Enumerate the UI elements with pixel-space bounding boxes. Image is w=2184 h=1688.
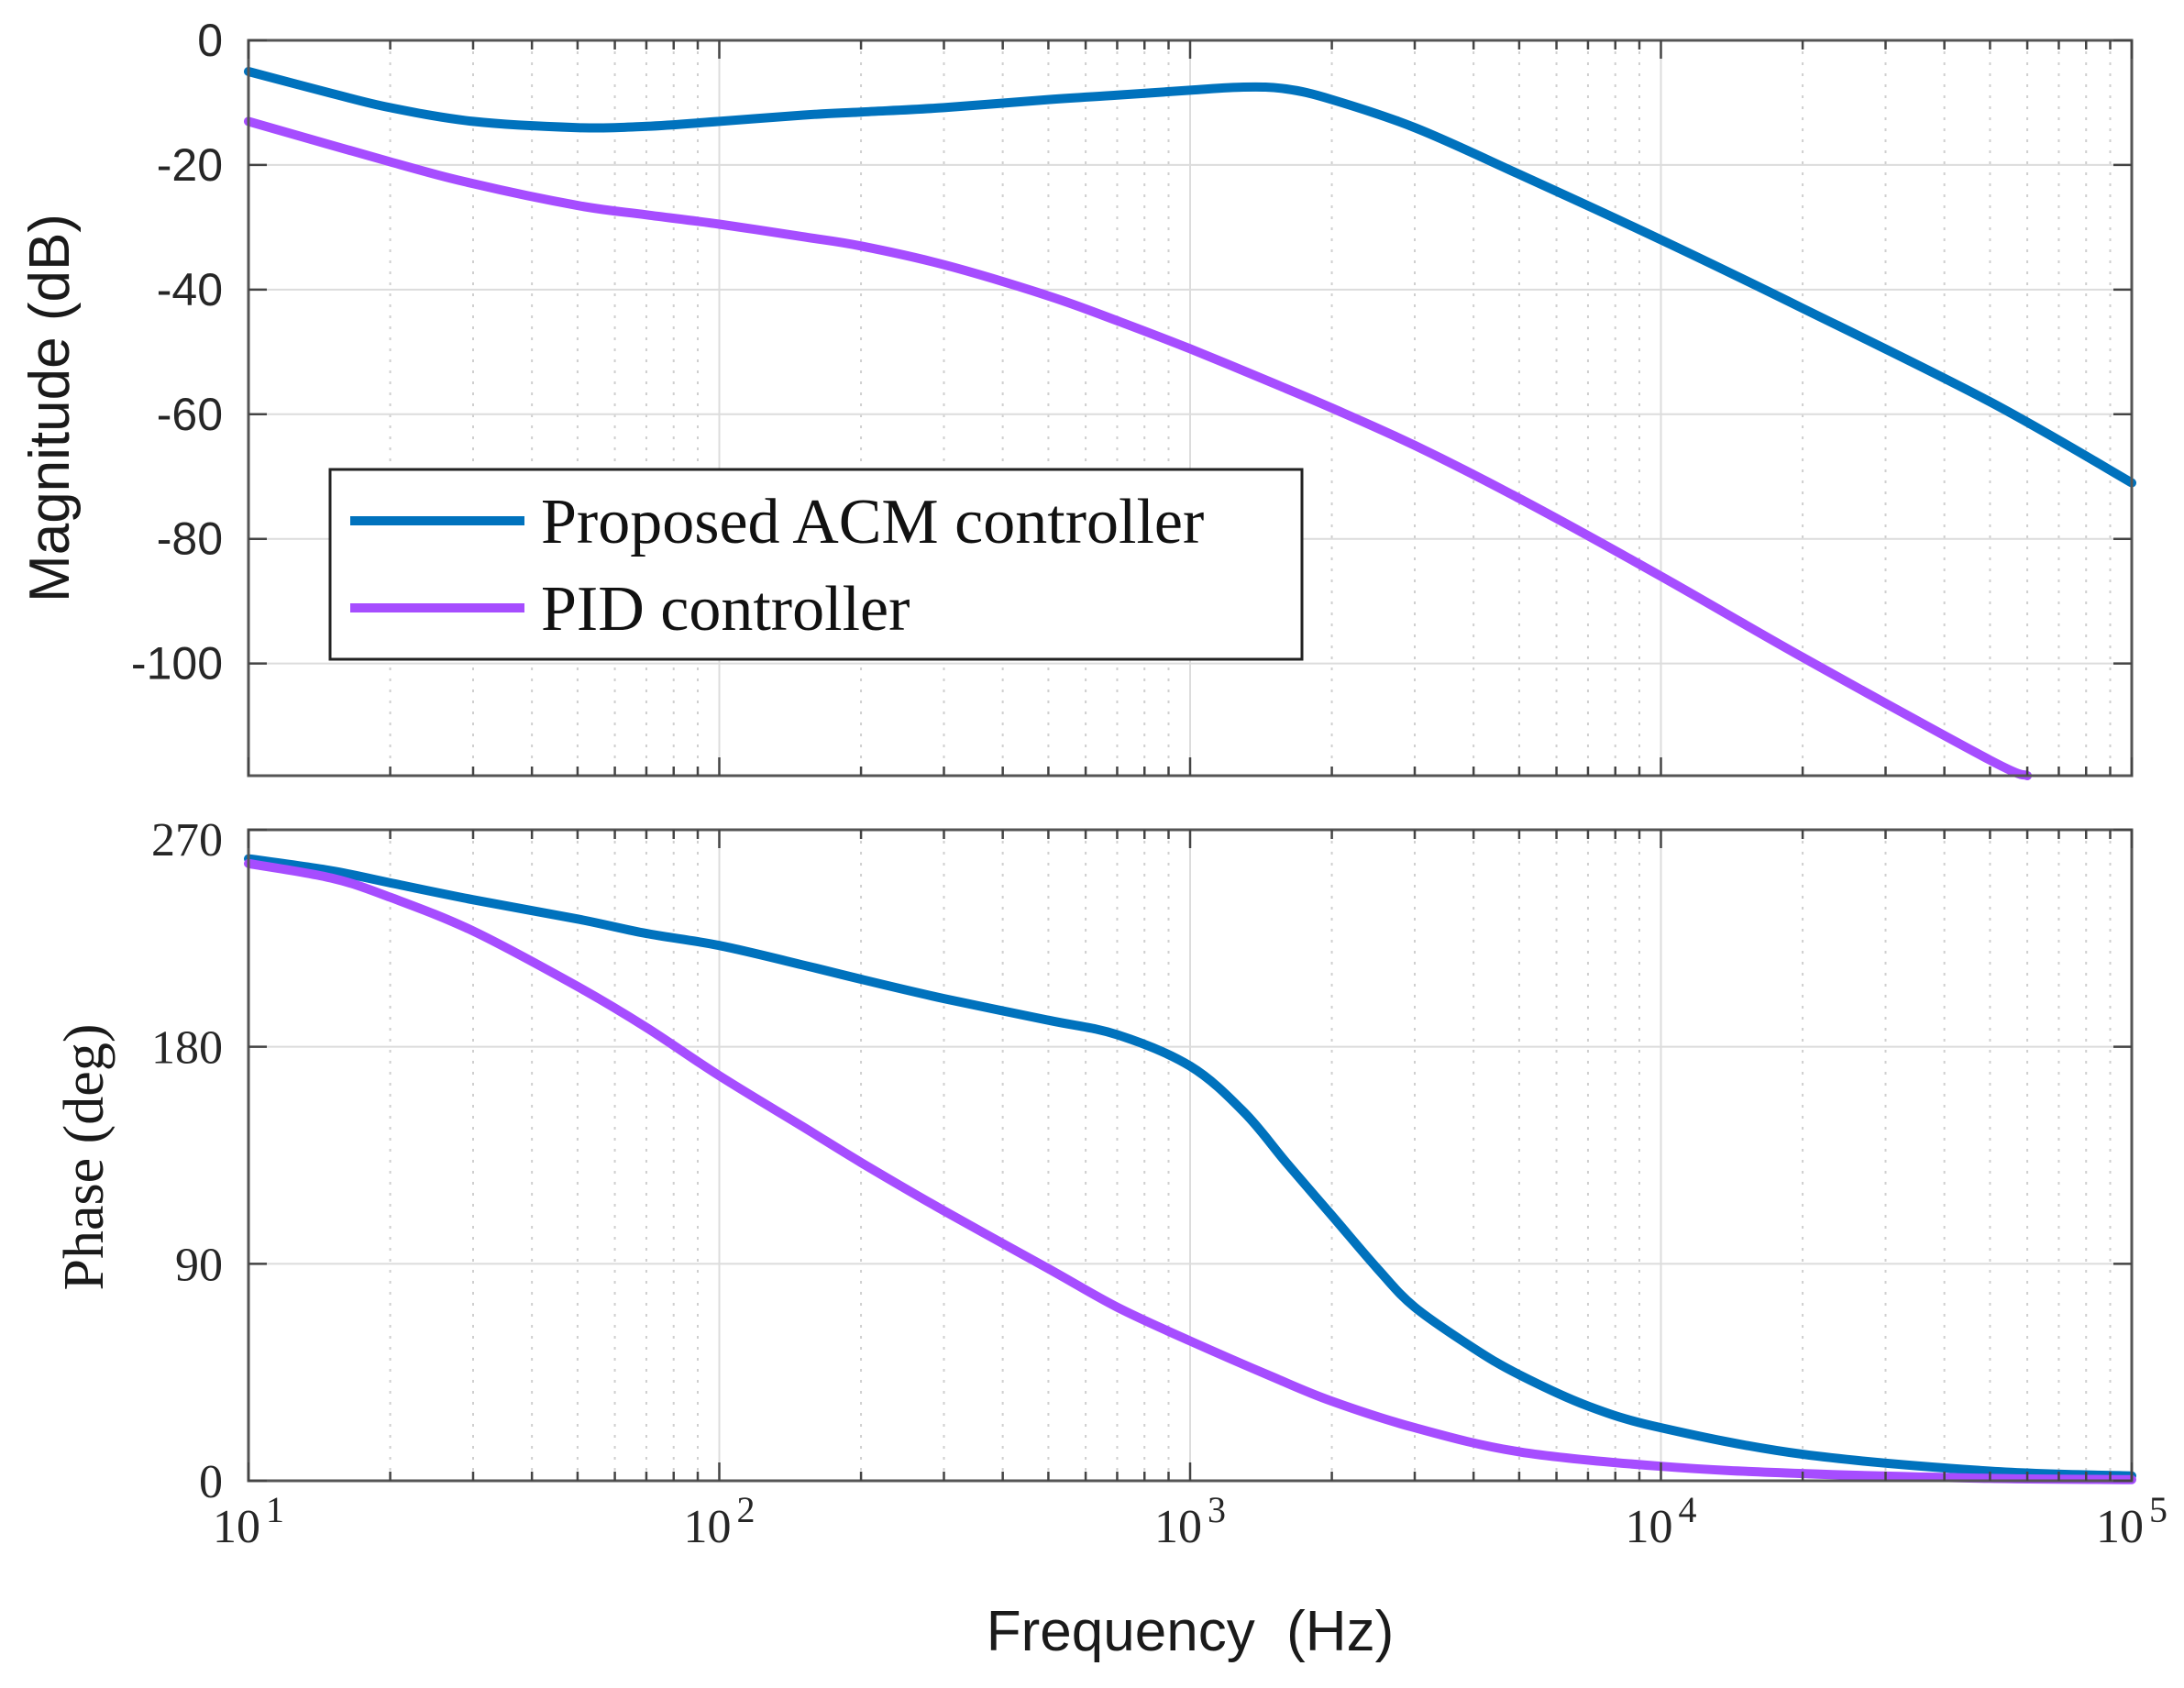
x-tick-label: 10 3 xyxy=(1154,1489,1226,1553)
phase-tick-marks xyxy=(247,828,2134,1483)
magnitude-tick-marks xyxy=(247,39,2134,776)
magnitude-y-tick-label: 0 xyxy=(197,15,223,66)
x-tick-label: 10 1 xyxy=(213,1489,284,1553)
magnitude-y-tick-label: -40 xyxy=(157,264,223,315)
magnitude-y-tick-label: -80 xyxy=(157,513,223,565)
magnitude-y-tick-labels: 0 -20 -40 -60 -80 -100 xyxy=(131,15,223,690)
x-tick-label: 10 4 xyxy=(1626,1489,1697,1553)
phase-y-tick-label: 270 xyxy=(151,814,223,866)
magnitude-panel: 0 -20 -40 -60 -80 -100 Magnitude (dB) Propose… xyxy=(18,15,2136,780)
magnitude-curve-pid-controller xyxy=(244,116,2033,780)
magnitude-y-tick-label: -20 xyxy=(157,139,223,191)
legend: Proposed ACM controller PID controller xyxy=(328,468,1304,661)
x-tick-label: 10 2 xyxy=(684,1489,756,1553)
phase-y-tick-label: 90 xyxy=(175,1239,223,1291)
magnitude-y-tick-label: -60 xyxy=(157,389,223,440)
phase-y-tick-labels: 0 90 180 270 xyxy=(151,814,223,1508)
magnitude-curve-proposed-acm-controller xyxy=(244,67,2136,488)
phase-curve-proposed-acm-controller xyxy=(244,854,2136,1481)
phase-series xyxy=(244,854,2136,1484)
magnitude-y-tick-label: -100 xyxy=(131,638,223,690)
phase-panel: 0 90 180 270 10 1 10 2 10 3 10 4 10 5 Phase (deg) Fr… xyxy=(53,814,2167,1663)
phase-y-axis-label: Phase (deg) xyxy=(53,1024,116,1291)
magnitude-y-axis-label: Magnitude (dB) xyxy=(18,214,82,602)
magnitude-series xyxy=(244,67,2136,780)
phase-y-tick-label: 0 xyxy=(199,1456,223,1508)
legend-label-acm: Proposed ACM controller xyxy=(541,487,1204,557)
phase-y-tick-label: 180 xyxy=(151,1022,223,1075)
x-axis-label: Frequency (Hz) xyxy=(987,1600,1394,1663)
phase-curve-pid-controller xyxy=(244,858,2136,1484)
x-tick-labels: 10 1 10 2 10 3 10 4 10 5 xyxy=(213,1489,2167,1553)
x-tick-label: 10 5 xyxy=(2096,1489,2167,1553)
legend-box xyxy=(328,468,1304,661)
legend-label-pid: PID controller xyxy=(541,574,910,645)
